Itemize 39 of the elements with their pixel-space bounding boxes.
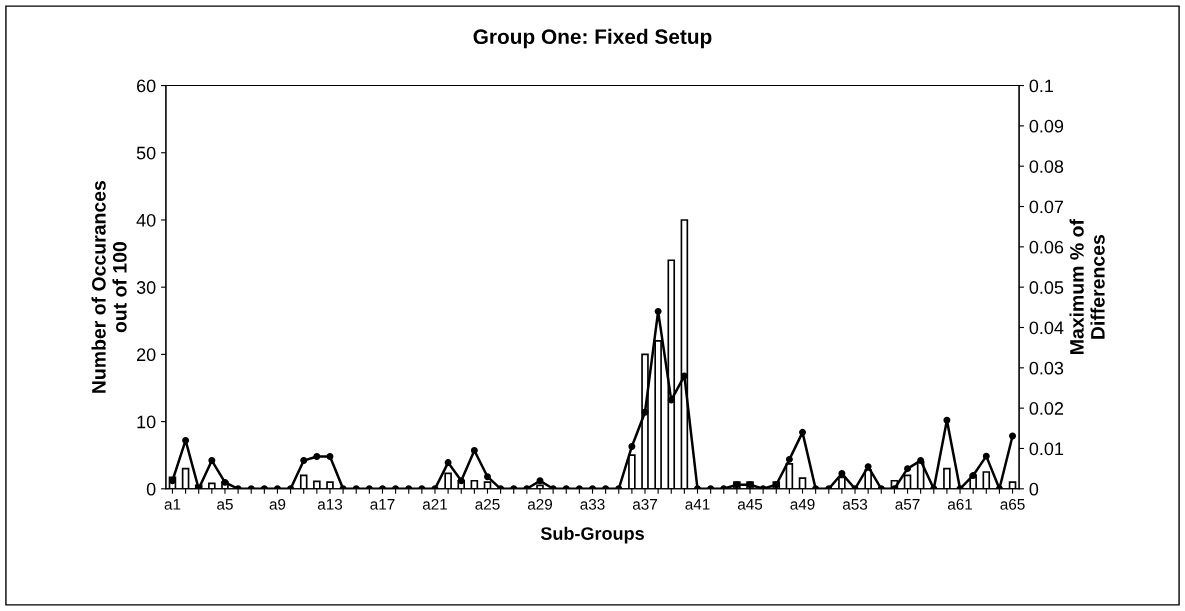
y2-tick-label: 0.06 — [1029, 240, 1064, 254]
y-tick-label: 20 — [137, 348, 156, 362]
x-tick-label: a13 — [317, 498, 343, 510]
y-tick-label: 10 — [137, 415, 156, 429]
x-axis-title: Sub-Groups — [540, 526, 644, 544]
x-tick-label: a37 — [632, 498, 657, 510]
x-tick-label: a9 — [269, 498, 286, 510]
y2-tick-label: 0 — [1029, 482, 1039, 496]
y-tick-label: 50 — [136, 146, 156, 160]
x-tick-label: a21 — [422, 498, 447, 510]
y-tick-label: 40 — [136, 213, 156, 227]
y-axis-title: Number of Occurances out of 100 — [91, 180, 127, 393]
y2-tick-label: 0.01 — [1029, 442, 1064, 456]
x-tick-label: a1 — [164, 499, 181, 510]
y2-tick-label: 0.05 — [1029, 281, 1064, 294]
y2-axis-title: Maximum % of Differences — [1069, 219, 1105, 354]
x-tick-label: a41 — [685, 499, 710, 510]
x-tick-label: a33 — [580, 498, 605, 510]
y2-tick-label: 0.1 — [1029, 79, 1054, 93]
y-tick-label: 0 — [146, 482, 156, 496]
y2-tick-label: 0.09 — [1029, 119, 1064, 133]
y2-tick-label: 0.07 — [1029, 200, 1064, 214]
x-tick-label: a61 — [947, 498, 973, 510]
x-tick-label: a45 — [737, 499, 763, 510]
x-tick-label: a57 — [895, 499, 920, 510]
y2-tick-label: 0.02 — [1029, 402, 1064, 415]
x-tick-label: a65 — [1000, 498, 1025, 510]
x-tick-label: a5 — [217, 499, 233, 510]
chart-title: Group One: Fixed Setup — [473, 28, 712, 49]
x-tick-label: a17 — [370, 499, 395, 510]
y2-tick-label: 0.04 — [1029, 321, 1064, 335]
x-tick-label: a49 — [790, 498, 815, 510]
x-tick-label: a29 — [527, 498, 553, 510]
x-tick-label: a53 — [842, 498, 868, 510]
y-tick-label: 30 — [136, 281, 156, 294]
x-tick-label: a25 — [475, 498, 500, 510]
y2-tick-label: 0.08 — [1029, 160, 1064, 173]
y2-tick-label: 0.03 — [1029, 361, 1064, 375]
y-tick-label: 60 — [137, 79, 156, 93]
